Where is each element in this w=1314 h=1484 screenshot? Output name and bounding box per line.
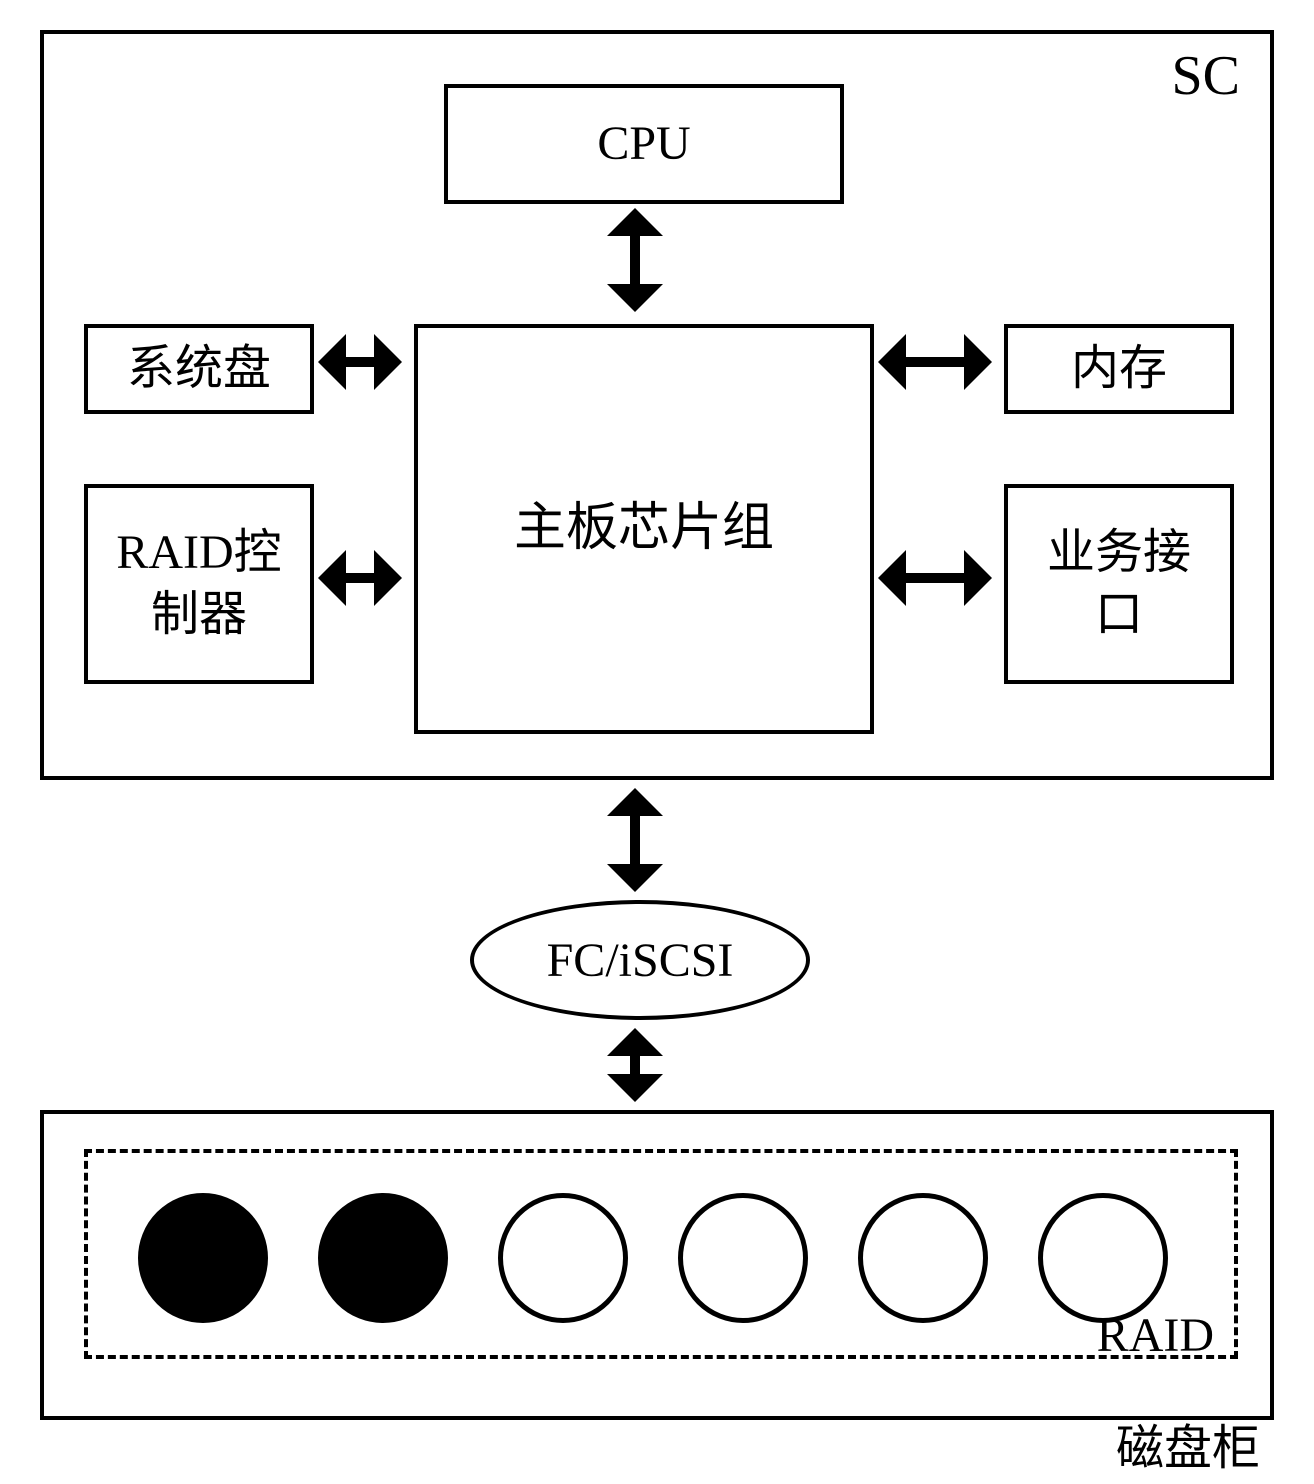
sysdisk-box: 系统盘 <box>84 324 314 414</box>
raidctrl-label: RAID控制器 <box>116 522 281 647</box>
disk-5 <box>1038 1193 1168 1323</box>
memory-box: 内存 <box>1004 324 1234 414</box>
cabinet-container: RAID 磁盘柜 <box>40 1110 1274 1420</box>
diagram-root: SC CPU 主板芯片组 系统盘 内存 RAID控制器 业务接口 FC/iSCS… <box>40 30 1274 1450</box>
disk-4 <box>858 1193 988 1323</box>
disk-2 <box>498 1193 628 1323</box>
bizif-label: 业务接口 <box>1047 522 1191 647</box>
raidctrl-box: RAID控制器 <box>84 484 314 684</box>
disk-0 <box>138 1193 268 1323</box>
sc-label: SC <box>1172 44 1241 108</box>
raid-label: RAID <box>1097 1308 1214 1363</box>
disk-3 <box>678 1193 808 1323</box>
disk-1 <box>318 1193 448 1323</box>
link-ellipse: FC/iSCSI <box>470 900 810 1020</box>
chipset-box: 主板芯片组 <box>414 324 874 734</box>
sc-container: SC CPU 主板芯片组 系统盘 内存 RAID控制器 业务接口 <box>40 30 1274 780</box>
raid-group: RAID <box>84 1149 1238 1359</box>
bizif-box: 业务接口 <box>1004 484 1234 684</box>
cabinet-label: 磁盘柜 <box>1116 1408 1260 1478</box>
cpu-box: CPU <box>444 84 844 204</box>
